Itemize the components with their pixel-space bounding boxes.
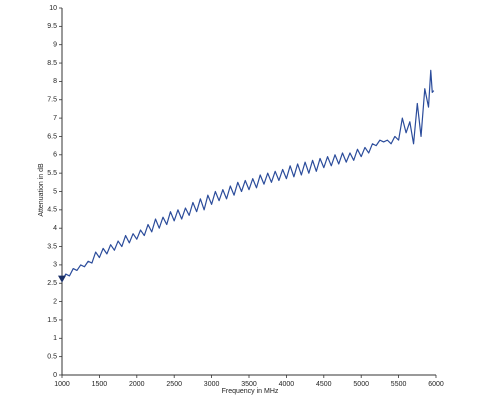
x-tick-label: 1500 bbox=[92, 381, 108, 388]
x-axis-label: Frequency in MHz bbox=[222, 388, 279, 395]
y-tick-label: 7 bbox=[53, 115, 57, 122]
y-tick-label: 5 bbox=[53, 188, 57, 195]
y-tick-label: 1.5 bbox=[47, 317, 57, 324]
data-line bbox=[61, 69, 435, 282]
y-tick-label: 2.5 bbox=[47, 280, 57, 287]
x-tick-label: 5000 bbox=[353, 381, 369, 388]
x-tick-label: 2500 bbox=[166, 381, 182, 388]
y-tick-label: 6 bbox=[53, 152, 57, 159]
y-tick-label: 8 bbox=[53, 78, 57, 85]
y-tick-label: 2 bbox=[53, 298, 57, 305]
x-tick-label: 4500 bbox=[316, 381, 332, 388]
x-tick-label: 4000 bbox=[279, 381, 295, 388]
x-tick-label: 2000 bbox=[129, 381, 145, 388]
y-tick-label: 4 bbox=[53, 225, 57, 232]
y-tick-label: 0 bbox=[53, 372, 57, 379]
cursor-marker bbox=[58, 275, 66, 283]
y-tick-label: 7.5 bbox=[47, 97, 57, 104]
x-tick-label: 5500 bbox=[391, 381, 407, 388]
x-tick-label: 3000 bbox=[204, 381, 220, 388]
y-tick-label: 6.5 bbox=[47, 133, 57, 140]
y-tick-label: 3.5 bbox=[47, 243, 57, 250]
y-tick-label: 9.5 bbox=[47, 23, 57, 30]
x-tick-label: 6000 bbox=[428, 381, 444, 388]
y-tick-label: 5.5 bbox=[47, 170, 57, 177]
y-tick-label: 0.5 bbox=[47, 353, 57, 360]
y-tick-label: 3 bbox=[53, 262, 57, 269]
y-tick-label: 1 bbox=[53, 335, 57, 342]
x-tick-label: 1000 bbox=[54, 381, 70, 388]
y-tick-label: 9 bbox=[53, 42, 57, 49]
y-axis-label: Attenuation in dB bbox=[38, 163, 45, 217]
y-tick-label: 10 bbox=[49, 5, 57, 12]
y-tick-label: 4.5 bbox=[47, 207, 57, 214]
y-tick-label: 8.5 bbox=[47, 60, 57, 67]
x-tick-label: 3500 bbox=[241, 381, 257, 388]
